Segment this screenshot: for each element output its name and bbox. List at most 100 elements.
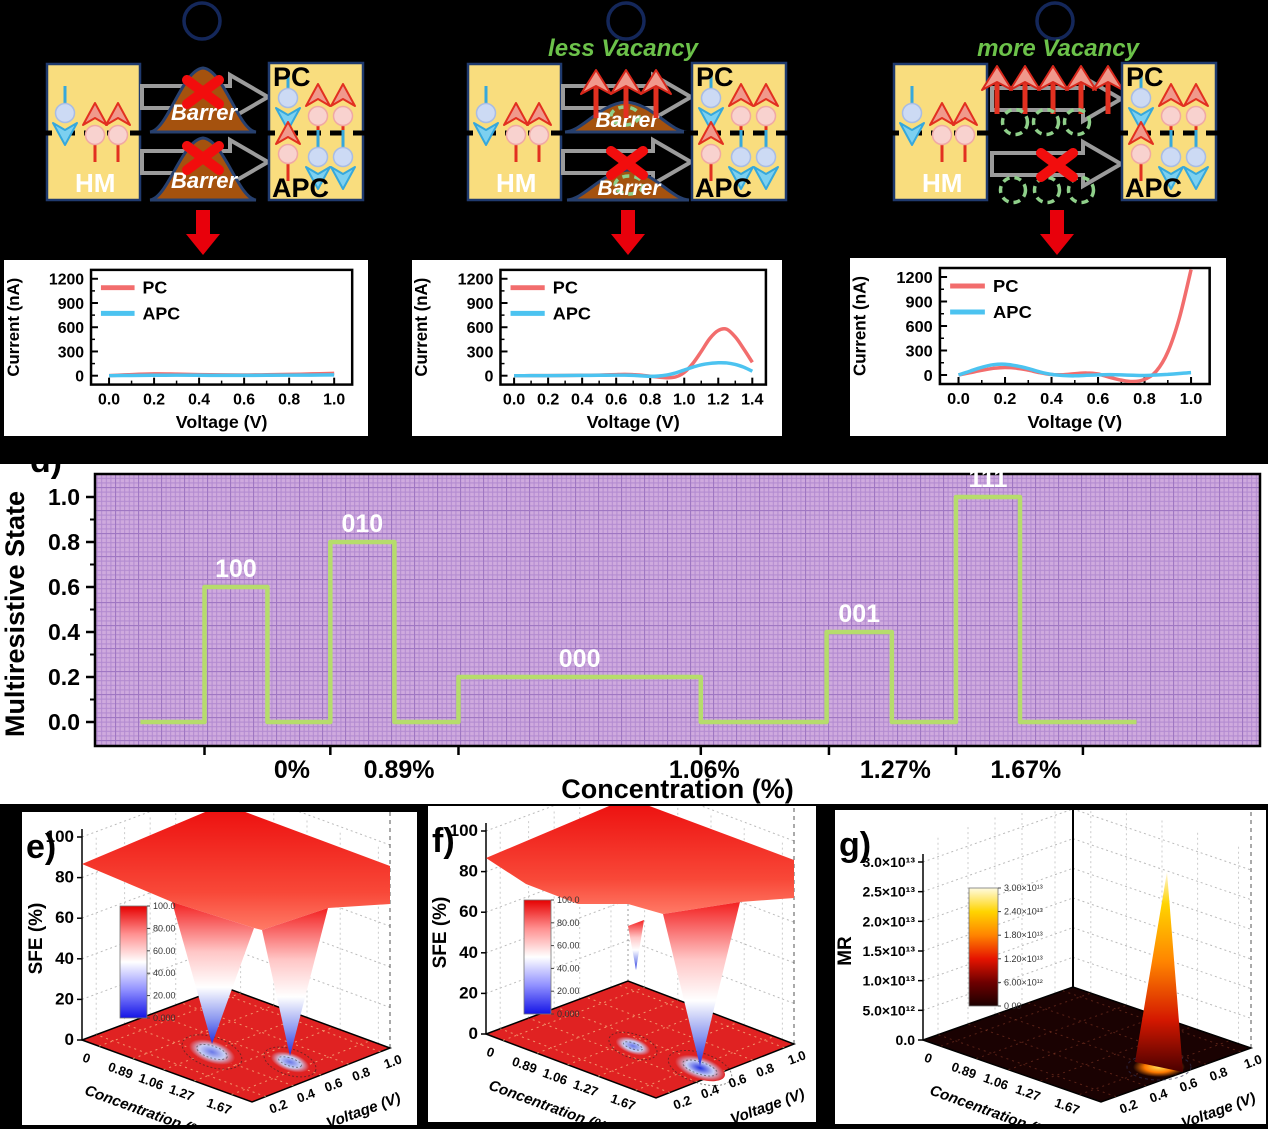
colorbar-label: 1.80×10¹³ xyxy=(1004,930,1043,940)
down-arrow-head-icon xyxy=(1040,234,1074,255)
vacancy-circle-icon xyxy=(1066,175,1096,205)
wall-gridline xyxy=(922,838,1074,893)
down-arrow-shaft xyxy=(621,210,635,236)
z-tick-label: 80 xyxy=(459,862,478,881)
electron-ball xyxy=(528,124,550,146)
barrier-label: Barrer xyxy=(595,109,660,132)
colorbar xyxy=(119,905,148,1019)
electron-ball xyxy=(1130,143,1152,165)
electron-ball xyxy=(1130,87,1152,109)
colorbar-label: 40.00 xyxy=(153,968,176,978)
floor-low-spot xyxy=(188,1039,236,1065)
x-tick-label: 0.4 xyxy=(1040,390,1063,408)
y-tick-label: 0.6 xyxy=(48,574,80,600)
colorbar-label: 40.00 xyxy=(557,963,580,973)
colorbar-label: 0.000 xyxy=(557,1009,580,1019)
electron-ball xyxy=(730,105,752,127)
spin-down-arrowhead-icon xyxy=(899,122,925,146)
y-tick-label: 300 xyxy=(467,345,494,362)
colorbar-label: 2.40×10¹³ xyxy=(1004,907,1043,917)
wall-gridline xyxy=(922,897,1074,952)
wall-gridline xyxy=(1072,838,1252,901)
x-tick-label: 0.8 xyxy=(278,391,300,408)
wall-gridline xyxy=(485,899,629,954)
x-tick-label: 1.27% xyxy=(860,756,931,784)
concentration-tick-label: 1.67 xyxy=(205,1095,234,1118)
electron-ball xyxy=(332,146,354,168)
z-tick-label: 40 xyxy=(55,949,74,968)
voltage-tick-label: 0.4 xyxy=(1147,1085,1170,1106)
colorbar-label: 20.00 xyxy=(557,986,580,996)
concentration-tick-label: 1.27 xyxy=(167,1081,196,1104)
x-tick-label: 0.0 xyxy=(503,391,525,408)
electron-ball xyxy=(931,124,953,146)
voltage-tick-label: 0.4 xyxy=(699,1081,722,1102)
y-tick-label: 300 xyxy=(906,343,933,361)
voltage-tick-label: 0.4 xyxy=(295,1085,318,1106)
transport-path-arrow-icon xyxy=(561,136,695,188)
floor-gridline xyxy=(500,1028,670,1094)
schematic-panel-less-vacancy-svg: less Vacancy HM Barrer Barrer PC APC xyxy=(459,1,804,255)
spin-up-arrowhead-icon xyxy=(698,121,724,145)
concentration-tick-label: 1.27 xyxy=(571,1077,600,1100)
panel-letter: g) xyxy=(839,826,871,864)
panel-letter: d) xyxy=(30,464,62,480)
x-tick-label: 1.0 xyxy=(323,391,345,408)
legend-label: APC xyxy=(553,303,591,323)
wall-gridline xyxy=(1072,867,1252,930)
surface-chart-sfe-f-svg: 0 20 40 60 80 100 100.0 80.00 60.00 40.00 20.00 0.0… xyxy=(430,806,808,1122)
voltage-tick-label: 0.8 xyxy=(754,1060,776,1080)
x-tick-label: 1.0 xyxy=(673,391,695,408)
spin-down-arrowhead-icon xyxy=(1183,166,1209,190)
z-tick-label: 0 xyxy=(469,1024,478,1043)
surface-sliver xyxy=(628,920,644,970)
x-tick-label: 0.2 xyxy=(994,390,1017,408)
spin-up-arrowhead-icon xyxy=(105,102,131,126)
electron-ball xyxy=(700,87,722,109)
z-tick-label: 20 xyxy=(459,983,478,1002)
voltage-axis-title: Voltage (V) xyxy=(324,1089,403,1125)
y-tick-label: 1.0 xyxy=(48,484,80,510)
state-step-line xyxy=(140,494,1137,725)
voltage-axis-title: Voltage (V) xyxy=(728,1085,807,1122)
colorbar-label: 3.00×10¹³ xyxy=(1004,883,1043,893)
x-tick-label: 0.4 xyxy=(571,391,593,408)
floor-gridline xyxy=(194,1026,334,1082)
floor-gridline xyxy=(976,1004,1127,1060)
electron-ball xyxy=(332,105,354,127)
state-code-label: 010 xyxy=(342,510,384,538)
wall-gridline xyxy=(1072,927,1252,990)
concentration-tick-label: 1.06 xyxy=(137,1070,166,1093)
concentration-tick-label: 1.67 xyxy=(1053,1095,1082,1118)
legend-label: PC xyxy=(142,278,167,298)
y-tick-label: 0.2 xyxy=(48,664,80,690)
spin-down-arrowhead-icon xyxy=(52,122,78,146)
wall-gridline xyxy=(922,810,1072,863)
z-axis-title: SFE (%) xyxy=(26,903,47,975)
apc-label: APC xyxy=(1125,173,1182,203)
spin-down-arrowhead-icon xyxy=(1128,107,1154,131)
floor-gridline xyxy=(937,1034,1117,1098)
pc-label: PC xyxy=(273,62,311,92)
y-tick-label: 1200 xyxy=(458,272,494,289)
floor-gridline xyxy=(528,1017,698,1083)
concentration-tick-label: 1.27 xyxy=(1014,1081,1043,1104)
mr-spike xyxy=(1135,872,1183,1072)
floor-low-spot xyxy=(675,1054,725,1082)
z-axis-title: SFE (%) xyxy=(430,897,451,969)
y-tick-label: 0 xyxy=(75,369,84,386)
barrier-label: Barrer xyxy=(597,177,662,200)
floor-gridline xyxy=(1062,990,1241,1053)
panel-letter: f) xyxy=(432,822,455,860)
electron-ball xyxy=(54,102,76,124)
iv-chart-less-vacancy: 0 300 600 900 1200 0.0 0.2 0.4 0.6 0.8 1.0 1.2 1.4 PC… xyxy=(412,260,782,436)
colorbar-label: 1.20×10¹³ xyxy=(1004,954,1043,964)
down-arrow-shaft xyxy=(196,210,210,236)
transport-path-arrow-icon xyxy=(140,71,272,123)
spin-up-arrowhead-icon xyxy=(1128,121,1154,145)
vacancy-circle-icon xyxy=(1062,107,1092,137)
voltage-source-icon xyxy=(1035,1,1075,41)
spin-up-arrowhead-icon xyxy=(1183,83,1209,107)
vacancy-circle-icon xyxy=(613,174,645,196)
x-tick-label: 0.6 xyxy=(1087,390,1110,408)
